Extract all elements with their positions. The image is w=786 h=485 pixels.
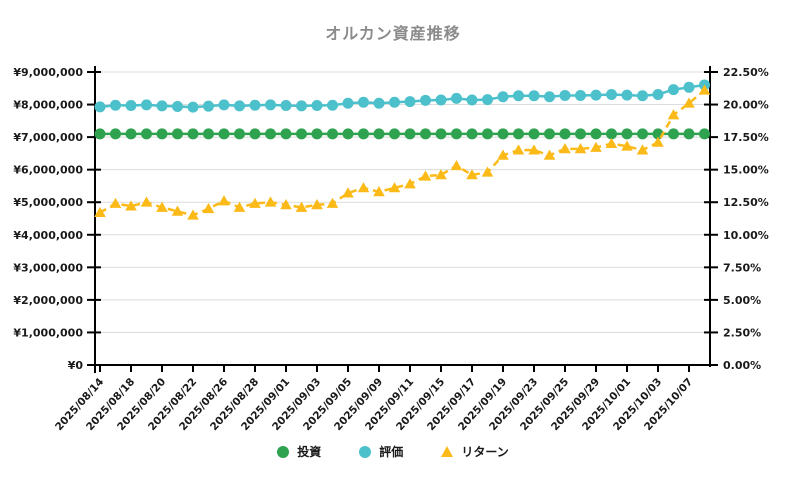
y-axis-left: ¥0 ¥1,000,000 ¥2,000,000 ¥3,000,000 ¥4,000,0… [13,66,101,373]
legend-item-investment[interactable]: 投資 [277,443,321,460]
chart-title: オルカン資産推移 [325,24,461,43]
chart-canvas: ¥0 ¥1,000,000 ¥2,000,000 ¥3,000,000 ¥4,000,0… [13,66,769,433]
legend: 投資 評価 リターン [0,443,786,460]
y-axis-left-label: ¥5,000,000 [13,196,83,209]
y-axis-left-label: ¥7,000,000 [13,131,83,144]
legend-item-valuation[interactable]: 評価 [359,443,403,460]
y-axis-left-label: ¥1,000,000 [13,326,83,339]
legend-item-return[interactable]: リターン [441,443,509,460]
y-axis-right-label: 20.00% [723,99,769,112]
legend-label-return: リターン [461,445,509,459]
y-axis-left-label: ¥8,000,000 [13,99,83,112]
series-投資 [94,128,710,140]
y-axis-left-label: ¥9,000,000 [13,66,83,79]
y-axis-left-label: ¥4,000,000 [13,229,83,242]
y-axis-left-label: ¥2,000,000 [13,294,83,307]
y-axis-right-label: 7.50% [723,261,761,274]
data-points [94,79,710,113]
gridlines [95,71,710,333]
series-line [99,83,705,109]
series-評価 [94,79,710,113]
y-axis-right-label: 5.00% [723,294,761,307]
y-axis-right-label: 12.50% [723,196,769,209]
data-points [94,84,711,220]
y-axis-right-label: 17.50% [723,131,769,144]
triangle-marker-icon [441,446,454,457]
y-axis-left-label: ¥0 [68,359,84,372]
y-axis-right-label: 2.50% [723,326,761,339]
legend-label-investment: 投資 [297,445,322,459]
y-axis-right-label: 10.00% [723,229,769,242]
y-axis-left-label: ¥6,000,000 [13,164,83,177]
data-points [94,128,710,140]
x-axis: 2025/08/142025/08/182025/08/202025/08/22… [53,364,710,433]
y-axis-right-label: 22.50% [723,66,769,79]
series-line [99,89,706,217]
circle-marker-icon [277,445,290,458]
y-axis-left-label: ¥3,000,000 [13,261,83,274]
circle-marker-icon [359,445,372,458]
series-リターン [94,84,711,220]
y-axis-right-label: 0.00% [723,359,761,372]
legend-label-valuation: 評価 [379,445,404,459]
y-axis-right-label: 15.00% [723,164,769,177]
y-axis-right: 0.00% 2.50% 5.00% 7.50% 10.00% 12.50% 15.00% 17… [704,66,769,372]
